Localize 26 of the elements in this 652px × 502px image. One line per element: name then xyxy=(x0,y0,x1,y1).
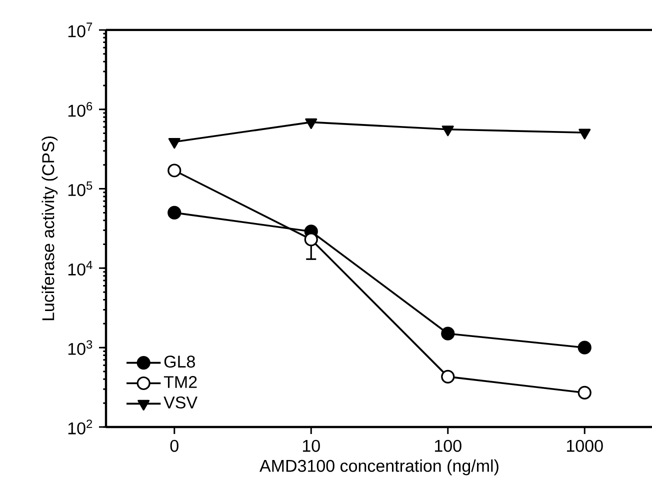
x-tick-label: 10 xyxy=(302,440,320,452)
point xyxy=(578,386,592,400)
point xyxy=(305,118,318,129)
point xyxy=(441,370,455,384)
legend-label: TM2 xyxy=(164,376,197,388)
point xyxy=(168,138,180,149)
point xyxy=(168,164,182,178)
legend-label: GL8 xyxy=(164,356,195,368)
y-tick-label: 10$^{4}$ xyxy=(68,260,92,276)
y-tick-label: 10$^{5}$ xyxy=(68,181,92,196)
y-axis-title: Luciferase activity (CPS) xyxy=(42,136,58,320)
x-axis-title: AMD3100 concentration (ng/ml) xyxy=(260,459,498,476)
point xyxy=(168,206,182,220)
legend-label: VSV xyxy=(164,396,198,408)
x-tick-label: 100 xyxy=(434,440,462,452)
point xyxy=(304,232,318,246)
y-tick-label: 10$^{7}$ xyxy=(68,22,92,38)
y-tick-label: 10$^{2}$ xyxy=(68,420,92,434)
y-tick-label: 10$^{6}$ xyxy=(68,102,92,117)
point xyxy=(578,128,591,140)
y-tick-label: 10$^{3}$ xyxy=(68,340,92,355)
x-tick-label: 0 xyxy=(170,440,178,452)
x-tick-label: 1000 xyxy=(567,440,603,452)
point xyxy=(578,340,592,354)
point xyxy=(441,326,455,340)
point xyxy=(442,126,454,136)
